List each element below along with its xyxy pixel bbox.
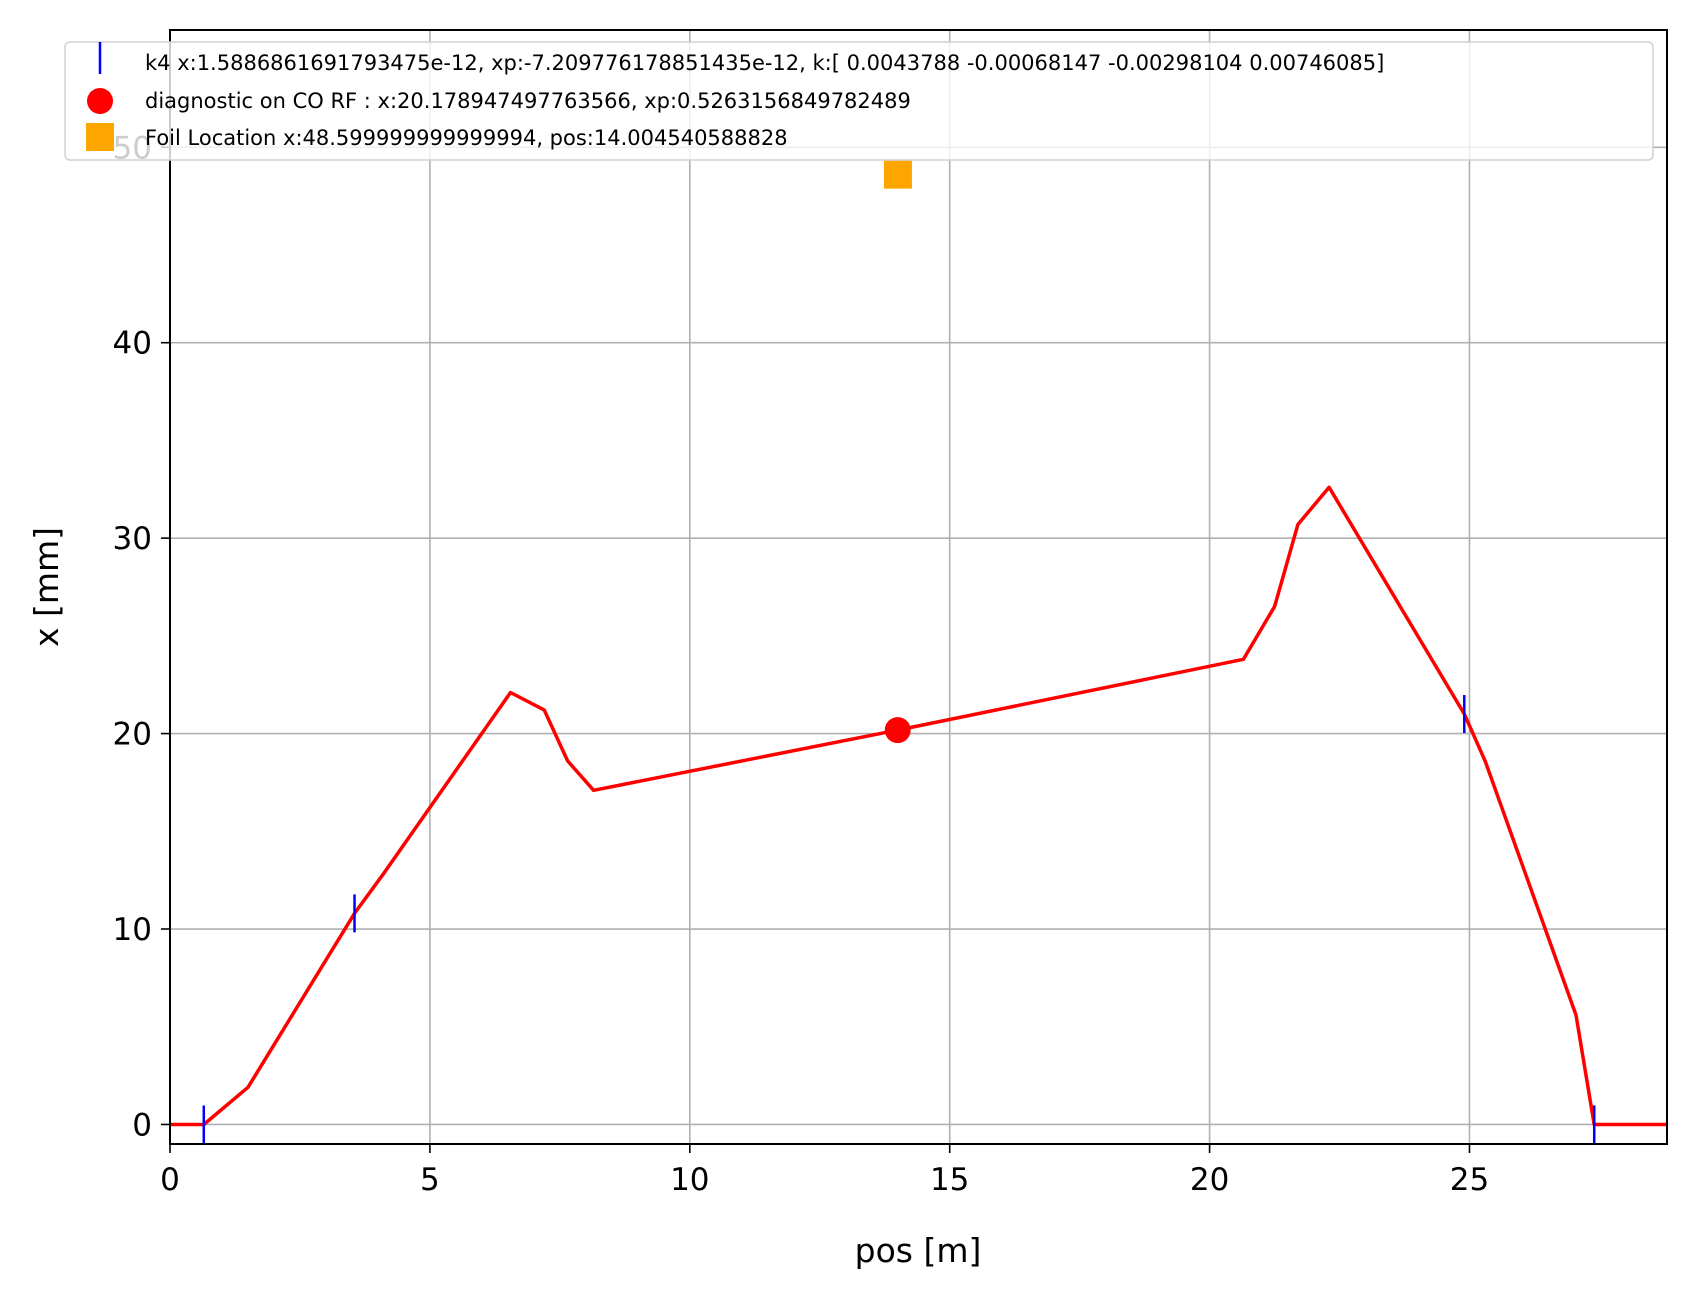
legend-foil-marker [86, 123, 114, 151]
x-tick-label: 25 [1450, 1162, 1489, 1198]
legend-k4-label: k4 x:1.5886861691793475e-12, xp:-7.20977… [145, 51, 1384, 75]
y-tick-label: 40 [113, 326, 152, 362]
y-tick-label: 20 [113, 717, 152, 753]
legend-diagnostic-marker [87, 88, 113, 114]
diagnostic-point [884, 717, 911, 744]
y-tick-label: 0 [132, 1107, 152, 1143]
legend-foil-label: Foil Location x:48.599999999999994, pos:… [145, 126, 788, 150]
y-axis-label: x [mm] [27, 527, 66, 647]
x-tick-label: 0 [160, 1162, 180, 1198]
x-tick-label: 10 [670, 1162, 709, 1198]
x-tick-label: 20 [1190, 1162, 1229, 1198]
y-tick-label: 30 [113, 521, 152, 557]
foil-marker [883, 160, 912, 189]
x-axis-label: pos [m] [855, 1231, 982, 1270]
plot-area [170, 160, 1667, 1144]
axes-frame [169, 29, 1668, 1145]
legend: k4 x:1.5886861691793475e-12, xp:-7.20977… [64, 41, 1654, 161]
legend-box [64, 41, 1654, 161]
x-tick-label: 5 [420, 1162, 440, 1198]
legend-diagnostic-label: diagnostic on CO RF : x:20.1789474977635… [145, 89, 911, 113]
ticks: 051015202501020304050 [113, 130, 1490, 1198]
x-tick-label: 15 [930, 1162, 969, 1198]
y-tick-label: 10 [113, 912, 152, 948]
